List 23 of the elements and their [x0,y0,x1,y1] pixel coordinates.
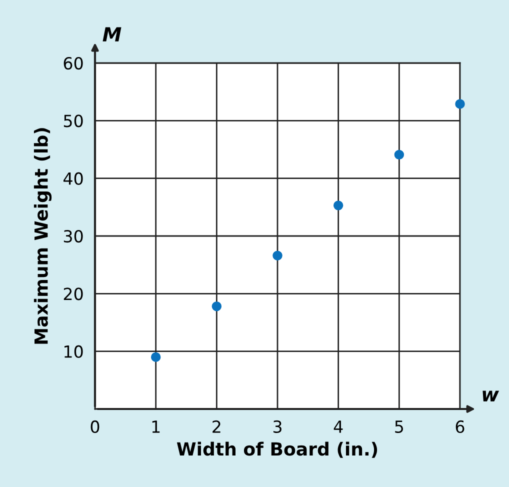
x-tick-label: 1 [152,420,160,433]
y-tick-label: 30 [64,230,83,243]
point [150,352,161,362]
text: M [102,27,122,42]
y-tick-label: 50 [64,114,83,128]
x-tick-label: 4 [334,420,343,433]
text: w [482,390,500,402]
point [272,250,282,260]
y-axis-title: Maximum Weight (lb) [34,128,52,344]
x-tick-label: 3 [273,420,282,434]
x-tick-label: 2 [212,420,220,433]
x-axis-title: Width of Board (in.) [176,442,378,458]
y-tick-label: 40 [63,172,83,185]
point [333,200,344,210]
x-tick-label: 6 [456,420,464,434]
y-tick-label: 20 [64,288,83,300]
y-tick-label: 60 [64,56,83,70]
point [394,150,404,160]
x-tick-label: 0 [90,420,100,434]
x-tick-label: 5 [395,420,404,434]
point [212,301,222,312]
point [455,99,465,109]
y-tick-label: 10 [64,345,83,358]
